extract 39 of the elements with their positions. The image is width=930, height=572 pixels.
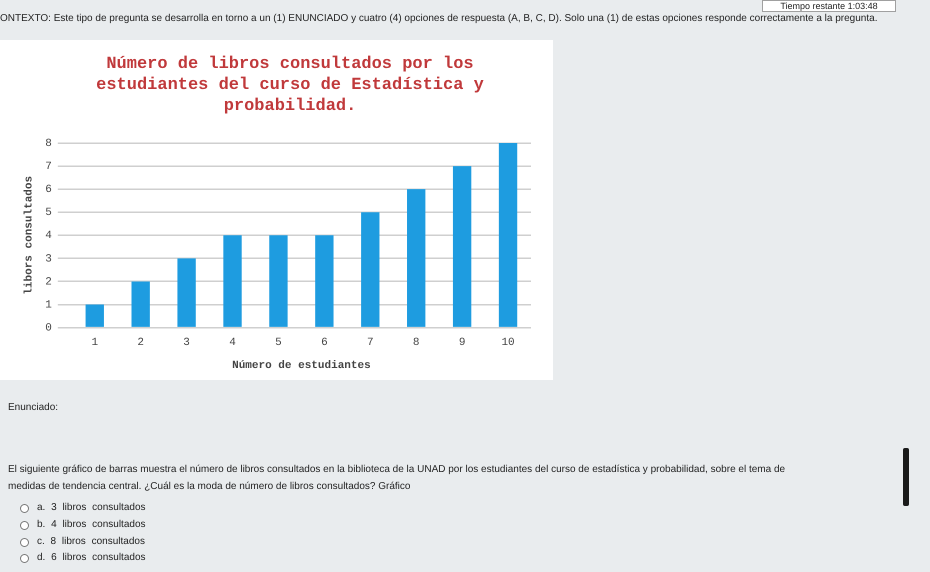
y-tick-label: 3 bbox=[45, 253, 52, 266]
x-tick-label: 5 bbox=[275, 337, 282, 350]
y-tick-label: 6 bbox=[45, 184, 52, 196]
text: Tiempo restante 1:03:48 bbox=[762, 0, 896, 12]
bar bbox=[86, 304, 104, 327]
text: ONTEXTO: Este tipo de pregunta se desarrolla en torno a un (1) ENUNCIADO y cuatro (4) opciones de respuesta (A, B, C, D). Solo una (1) de estas opciones responde correctamente a la pregunta. bbox=[0, 13, 878, 25]
x-tick-label: 3 bbox=[183, 337, 190, 350]
y-tick-label: 0 bbox=[45, 322, 52, 335]
bar bbox=[131, 281, 150, 327]
x-axis-title: Número de estudiantes bbox=[232, 360, 371, 372]
x-tick-label: 8 bbox=[412, 337, 420, 350]
text: d. 6 libros consultados bbox=[37, 552, 146, 564]
y-tick-label: 4 bbox=[45, 230, 52, 242]
y-tick-label: 8 bbox=[45, 138, 52, 150]
x-tick-label: 4 bbox=[229, 337, 236, 350]
bar bbox=[315, 235, 334, 327]
y-axis-title: libors consultados bbox=[23, 176, 36, 295]
x-tick-label: 10 bbox=[501, 337, 515, 350]
x-tick-label: 1 bbox=[91, 337, 98, 350]
text: b. 4 libros consultados bbox=[37, 519, 146, 531]
bar bbox=[223, 235, 242, 327]
bar bbox=[452, 166, 472, 327]
y-tick-label: 5 bbox=[45, 207, 52, 220]
text: Enunciado: bbox=[8, 402, 58, 414]
x-tick-label: 2 bbox=[137, 337, 144, 350]
y-tick-label: 1 bbox=[45, 299, 52, 312]
bar bbox=[269, 235, 288, 327]
x-tick-label: 6 bbox=[321, 337, 328, 350]
x-tick-label: 9 bbox=[458, 337, 466, 350]
bar bbox=[361, 212, 380, 327]
y-tick-label: 2 bbox=[45, 276, 52, 288]
bar bbox=[177, 258, 196, 327]
chart-title: Número de libros consultados por los estudiantes del curso de Estadística y probabilidad. bbox=[95, 54, 485, 117]
bar bbox=[407, 189, 426, 327]
text: c. 8 libros consultados bbox=[37, 536, 145, 548]
text: a. 3 libros consultados bbox=[37, 502, 146, 514]
y-tick-label: 7 bbox=[45, 160, 52, 173]
x-tick-label: 7 bbox=[366, 337, 374, 350]
bar bbox=[498, 143, 518, 327]
